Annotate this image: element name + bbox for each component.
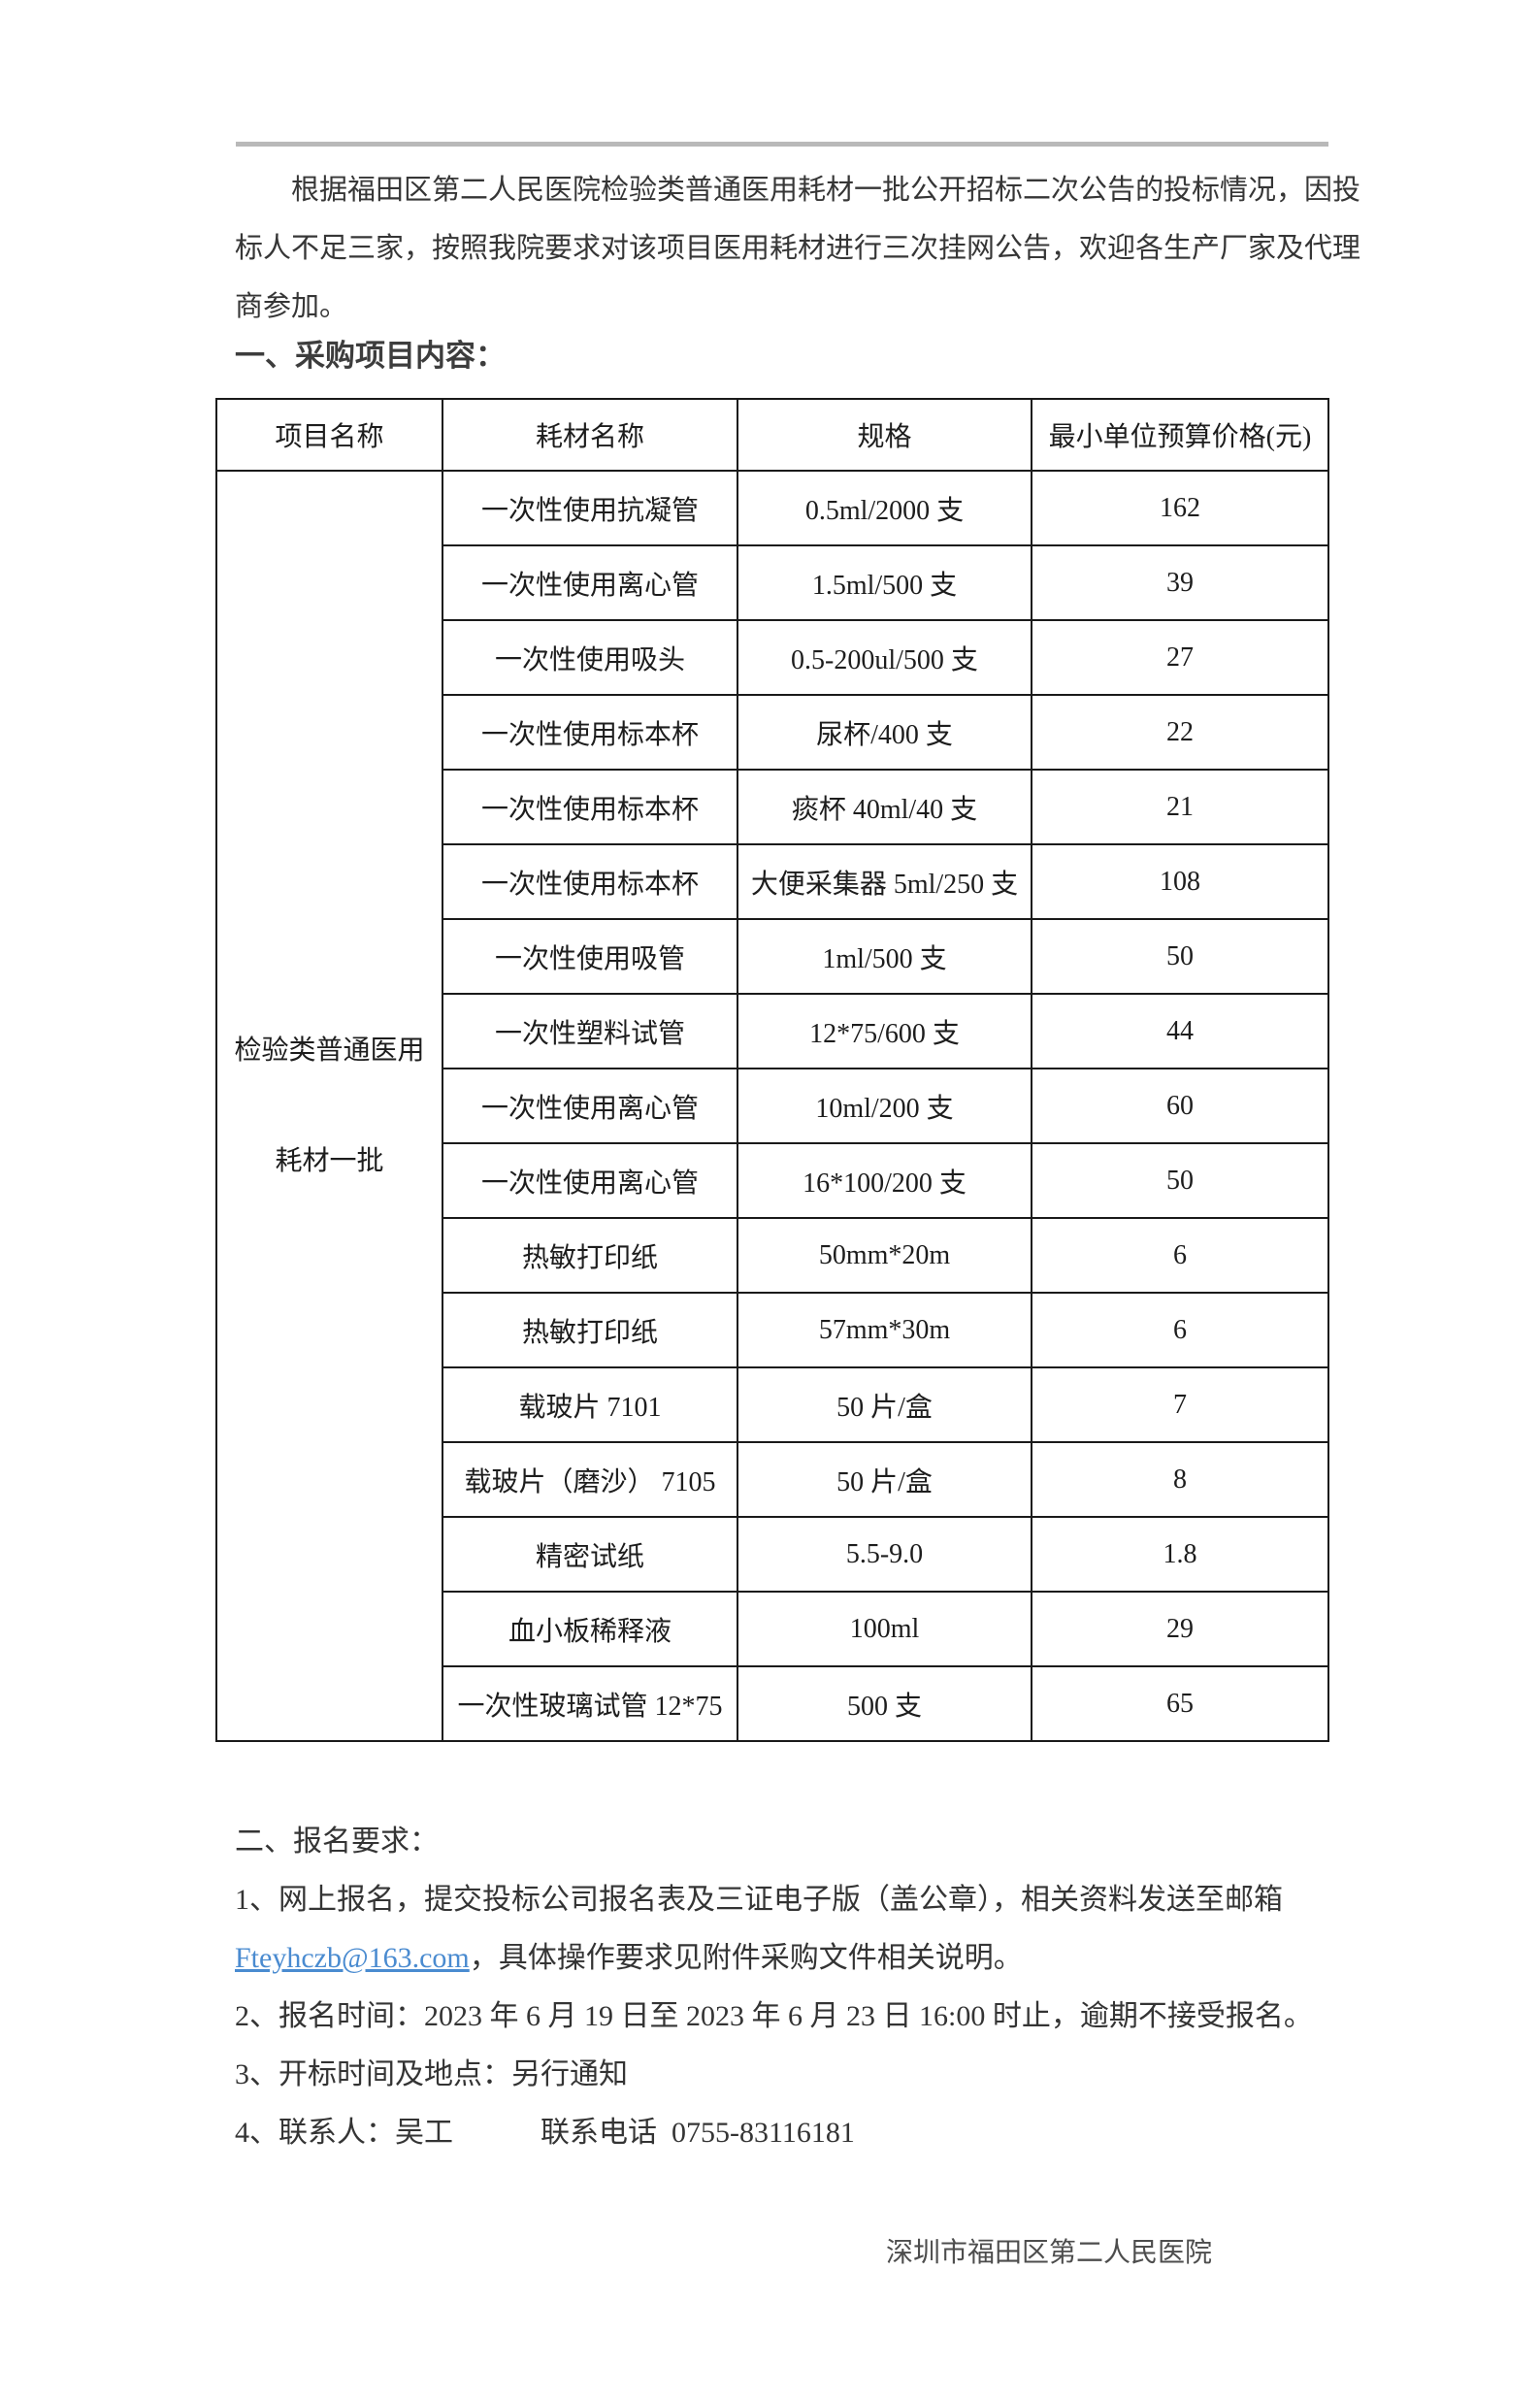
col-header-price: 最小单位预算价格(元) [1031, 398, 1329, 472]
requirement-item-1-continued: Fteyhczb@163.com，具体操作要求见附件采购文件相关说明。 [235, 1929, 1313, 1988]
table-row: 一次性使用离心管 1.5ml/500 支 39 [216, 544, 1329, 621]
registration-requirements-section: 二、报名要求： 1、网上报名，提交投标公司报名表及三证电子版（盖公章），相关资料… [235, 1813, 1313, 2162]
requirement-item-4: 4、联系人：吴工 联系电话 0755-83116181 [235, 2117, 855, 2149]
spec-cell: 5.5-9.0 [737, 1516, 1032, 1593]
consumable-name-cell: 一次性使用离心管 [442, 1068, 738, 1144]
requirement-item-1-rest: ，具体操作要求见附件采购文件相关说明。 [469, 1942, 1023, 1974]
intro-line: 商参加。 [235, 291, 348, 322]
spec-cell: 0.5-200ul/500 支 [737, 619, 1032, 696]
spec-cell: 大便采集器 5ml/250 支 [737, 843, 1032, 920]
price-cell: 65 [1031, 1665, 1329, 1742]
consumable-name-cell: 一次性塑料试管 [442, 993, 738, 1069]
consumable-name-cell: 热敏打印纸 [442, 1292, 738, 1368]
table-row: 一次性塑料试管 12*75/600 支 44 [216, 993, 1329, 1069]
spec-cell: 100ml [737, 1591, 1032, 1667]
consumable-name-cell: 载玻片 7101 [442, 1366, 738, 1443]
col-header-project-name: 项目名称 [215, 398, 443, 472]
price-cell: 39 [1031, 544, 1329, 621]
table-row: 热敏打印纸 57mm*30m 6 [216, 1292, 1329, 1368]
section2-heading: 二、报名要求： [235, 1825, 439, 1858]
price-cell: 21 [1031, 769, 1329, 845]
procurement-table: 项目名称 耗材名称 规格 最小单位预算价格(元) 检验类普通医用 耗材一批 一次… [215, 398, 1329, 1742]
table-row: 热敏打印纸 50mm*20m 6 [216, 1217, 1329, 1294]
table-row: 一次性玻璃试管 12*75 500 支 65 [216, 1665, 1329, 1742]
price-cell: 6 [1031, 1292, 1329, 1368]
spec-cell: 10ml/200 支 [737, 1068, 1032, 1144]
email-link[interactable]: Fteyhczb@163.com [235, 1942, 470, 1974]
intro-line: 标人不足三家，按照我院要求对该项目医用耗材进行三次挂网公告，欢迎各生产厂家及代理 [235, 233, 1361, 264]
consumable-name-cell: 一次性使用吸头 [442, 619, 738, 696]
spec-cell: 1ml/500 支 [737, 918, 1032, 995]
price-cell: 50 [1031, 918, 1329, 995]
price-cell: 44 [1031, 993, 1329, 1069]
consumable-name-cell: 一次性使用标本杯 [442, 694, 738, 771]
project-name-line: 耗材一批 [275, 1145, 384, 1176]
price-cell: 162 [1031, 470, 1329, 546]
consumable-name-cell: 一次性使用离心管 [442, 1142, 738, 1219]
header-rule [236, 142, 1328, 147]
intro-line: 根据福田区第二人民医院检验类普通医用耗材一批公开招标二次公告的投标情况，因投 [291, 175, 1361, 206]
price-cell: 29 [1031, 1591, 1329, 1667]
consumable-name-cell: 一次性使用标本杯 [442, 843, 738, 920]
table-row: 检验类普通医用 耗材一批 一次性使用抗凝管 0.5ml/2000 支 162 [215, 470, 1329, 1742]
table-row: 一次性使用吸头 0.5-200ul/500 支 27 [216, 619, 1329, 696]
consumable-name-cell: 一次性使用离心管 [442, 544, 738, 621]
intro-paragraph: 根据福田区第二人民医院检验类普通医用耗材一批公开招标二次公告的投标情况，因投 标… [235, 161, 1360, 336]
consumable-name-cell: 一次性使用抗凝管 [442, 470, 738, 546]
spec-cell: 500 支 [737, 1665, 1032, 1742]
requirement-item-2: 2、报名时间：2023 年 6 月 19 日至 2023 年 6 月 23 日 … [235, 2000, 1313, 2032]
price-cell: 27 [1031, 619, 1329, 696]
consumable-name-cell: 一次性使用吸管 [442, 918, 738, 995]
spec-cell: 1.5ml/500 支 [737, 544, 1032, 621]
price-cell: 8 [1031, 1441, 1329, 1518]
price-cell: 7 [1031, 1366, 1329, 1443]
table-row: 血小板稀释液 100ml 29 [216, 1591, 1329, 1667]
project-name-line: 检验类普通医用 [234, 1035, 425, 1066]
table-row: 一次性使用吸管 1ml/500 支 50 [216, 918, 1329, 995]
consumable-name-cell: 一次性使用标本杯 [442, 769, 738, 845]
requirement-item-1: 1、网上报名，提交投标公司报名表及三证电子版（盖公章），相关资料发送至邮箱 [235, 1884, 1283, 1916]
spec-cell: 50 片/盒 [737, 1366, 1032, 1443]
consumable-name-cell: 热敏打印纸 [442, 1217, 738, 1294]
table-row: 载玻片 7101 50 片/盒 7 [216, 1366, 1329, 1443]
consumable-name-cell: 一次性玻璃试管 12*75 [442, 1665, 738, 1742]
price-cell: 6 [1031, 1217, 1329, 1294]
spec-cell: 12*75/600 支 [737, 993, 1032, 1069]
price-cell: 60 [1031, 1068, 1329, 1144]
price-cell: 1.8 [1031, 1516, 1329, 1593]
table-row: 一次性使用标本杯 大便采集器 5ml/250 支 108 [216, 843, 1329, 920]
table-row: 一次性使用离心管 16*100/200 支 50 [216, 1142, 1329, 1219]
spec-cell: 16*100/200 支 [737, 1142, 1032, 1219]
table-row: 一次性使用离心管 10ml/200 支 60 [216, 1068, 1329, 1144]
spec-cell: 尿杯/400 支 [737, 694, 1032, 771]
project-name-cell: 检验类普通医用 耗材一批 [215, 470, 443, 1742]
section1-heading: 一、采购项目内容： [235, 339, 506, 373]
col-header-spec: 规格 [737, 398, 1032, 472]
consumable-name-cell: 载玻片（磨沙） 7105 [442, 1441, 738, 1518]
spec-cell: 50 片/盒 [737, 1441, 1032, 1518]
table-row: 一次性使用标本杯 尿杯/400 支 22 [216, 694, 1329, 771]
spec-cell: 57mm*30m [737, 1292, 1032, 1368]
col-header-consumable-name: 耗材名称 [442, 398, 738, 472]
requirement-item-3: 3、开标时间及地点：另行通知 [235, 2058, 628, 2090]
spec-cell: 0.5ml/2000 支 [737, 470, 1032, 546]
consumable-name-cell: 精密试纸 [442, 1516, 738, 1593]
price-cell: 22 [1031, 694, 1329, 771]
table-header-row: 项目名称 耗材名称 规格 最小单位预算价格(元) [215, 398, 1329, 472]
table-row: 精密试纸 5.5-9.0 1.8 [216, 1516, 1329, 1593]
table-row: 一次性使用标本杯 痰杯 40ml/40 支 21 [216, 769, 1329, 845]
price-cell: 50 [1031, 1142, 1329, 1219]
spec-cell: 50mm*20m [737, 1217, 1032, 1294]
spec-cell: 痰杯 40ml/40 支 [737, 769, 1032, 845]
price-cell: 108 [1031, 843, 1329, 920]
table-row: 载玻片（磨沙） 7105 50 片/盒 8 [216, 1441, 1329, 1518]
consumable-name-cell: 血小板稀释液 [442, 1591, 738, 1667]
signature: 深圳市福田区第二人民医院 [886, 2238, 1213, 2268]
